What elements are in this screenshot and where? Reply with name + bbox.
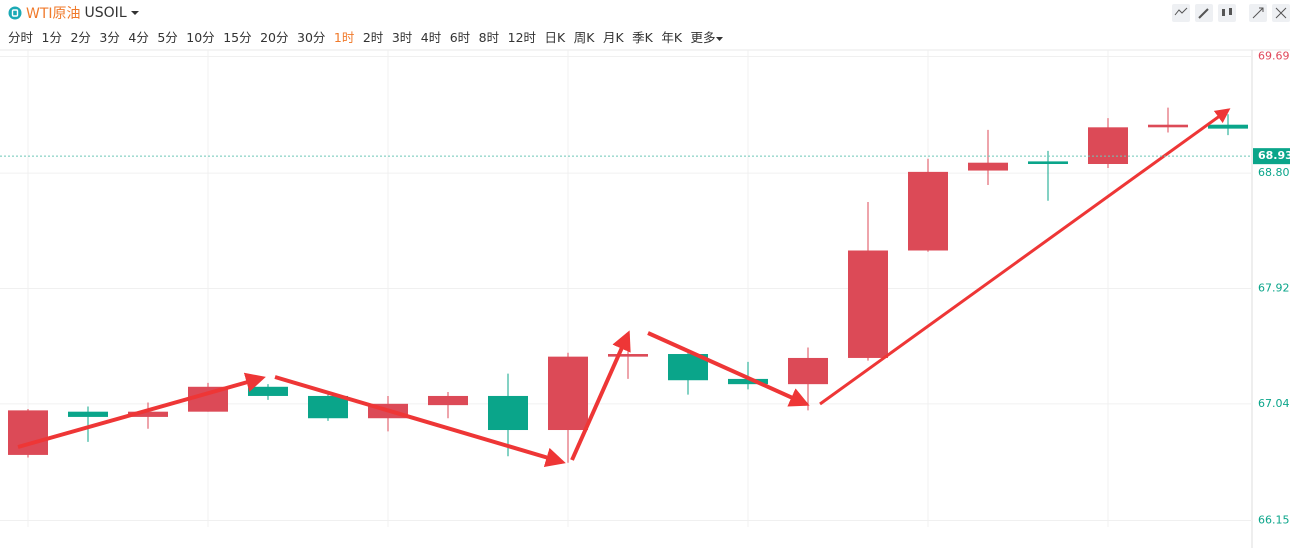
price-tag bbox=[1253, 148, 1290, 165]
timeframe-tab[interactable]: 4分 bbox=[128, 30, 149, 45]
timeframe-tab[interactable]: 3分 bbox=[99, 30, 120, 45]
candles bbox=[8, 107, 1248, 463]
arrow bbox=[17, 372, 266, 449]
candle-body bbox=[788, 357, 828, 385]
y-tick-label: 66.15 bbox=[1258, 513, 1290, 526]
y-tick-label: 68.80 bbox=[1258, 166, 1290, 179]
candle-body bbox=[1148, 124, 1188, 128]
candle-body bbox=[488, 395, 528, 431]
timeframe-tab[interactable]: 月K bbox=[602, 30, 624, 45]
arrow bbox=[274, 375, 566, 468]
y-tick-label: 67.04 bbox=[1258, 397, 1290, 410]
arrow bbox=[647, 331, 810, 407]
arrow bbox=[819, 108, 1231, 406]
candle-body bbox=[1028, 161, 1068, 165]
tool-button[interactable] bbox=[1172, 4, 1190, 22]
candle-body bbox=[608, 354, 648, 357]
timeframe-tab[interactable]: 更多 bbox=[691, 27, 723, 46]
timeframe-tab[interactable]: 日K bbox=[544, 30, 566, 45]
candle-body bbox=[848, 250, 888, 358]
timeframe-tab[interactable]: 2分 bbox=[70, 30, 91, 45]
candle-body bbox=[308, 395, 348, 419]
timeframe-tab[interactable]: 30分 bbox=[297, 30, 326, 45]
candle-body bbox=[728, 378, 768, 385]
timeframe-tab[interactable]: 6时 bbox=[449, 30, 471, 45]
candle-body bbox=[128, 411, 168, 417]
instrument-name: WTI原油 bbox=[26, 6, 81, 22]
candle-body bbox=[68, 411, 108, 417]
candle-body bbox=[8, 410, 48, 455]
header: WTI原油 USOIL bbox=[8, 3, 139, 23]
timeframe-tab[interactable]: 1分 bbox=[41, 30, 62, 45]
current-price-label: 68.93 bbox=[1258, 149, 1290, 162]
candle-body bbox=[548, 356, 588, 431]
arrow bbox=[570, 330, 631, 461]
timeframe-tab[interactable]: 季K bbox=[632, 30, 653, 45]
timeframe-tab[interactable]: 分时 bbox=[8, 30, 34, 45]
tool-button[interactable] bbox=[1218, 4, 1236, 22]
candle-body bbox=[968, 162, 1008, 171]
dropdown-caret bbox=[130, 11, 139, 15]
timeframe-tab[interactable]: 3时 bbox=[391, 30, 413, 45]
timeframe-tab[interactable]: 8时 bbox=[478, 30, 500, 45]
y-tick-label: 69.69 bbox=[1258, 50, 1290, 63]
y-tick-label: 67.92 bbox=[1258, 282, 1290, 295]
timeframe-tab[interactable]: 20分 bbox=[260, 30, 289, 45]
dropdown-caret bbox=[715, 37, 723, 41]
timeframe-tab[interactable]: 1时 bbox=[333, 30, 355, 45]
timeframe-tab[interactable]: 5分 bbox=[157, 30, 178, 45]
annotation-arrows bbox=[17, 108, 1231, 468]
candle-body bbox=[1208, 124, 1248, 129]
timeframe-tabs: 分时 1分 2分 3分 4分 5分 10分 15分 20分 30分 1时 2时 3时 4时 6时 8时 12时日… bbox=[8, 27, 723, 46]
candle-body bbox=[248, 386, 288, 396]
grid bbox=[0, 50, 1252, 527]
candle-body bbox=[428, 395, 468, 406]
toolbar bbox=[1172, 4, 1290, 22]
timeframe-tab[interactable]: 12时 bbox=[507, 30, 537, 45]
timeframe-tab[interactable]: 15分 bbox=[223, 30, 252, 45]
timeframe-tab[interactable]: 4时 bbox=[420, 30, 442, 45]
y-axis: 69.69 68.80 67.92 67.04 66.15 68.93 bbox=[0, 50, 1290, 526]
candle-body bbox=[908, 171, 948, 251]
timeframe-tab[interactable]: 年K bbox=[661, 30, 683, 45]
icon bbox=[8, 6, 22, 20]
timeframe-tab[interactable]: 周K bbox=[573, 30, 595, 45]
candle-body bbox=[1088, 127, 1128, 165]
timeframe-tab[interactable]: 10分 bbox=[186, 30, 215, 45]
timeframe-tab[interactable]: 2时 bbox=[362, 30, 384, 45]
instrument-symbol[interactable]: USOIL bbox=[84, 5, 127, 21]
